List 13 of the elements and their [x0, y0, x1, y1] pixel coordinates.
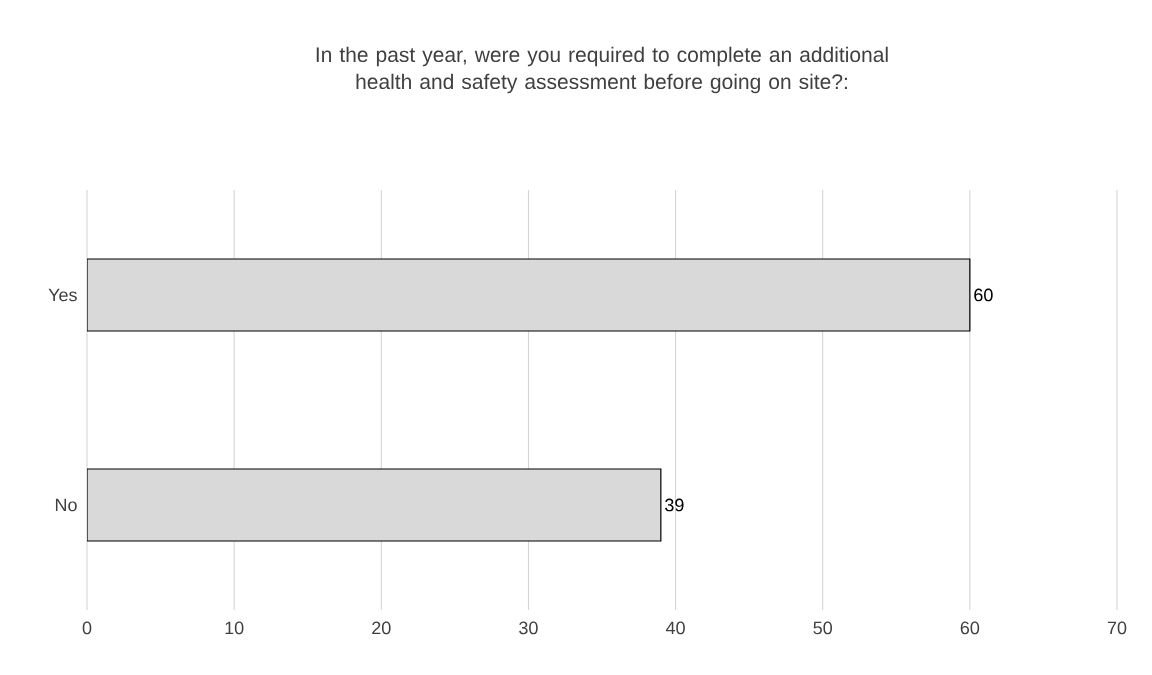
chart-title: In the past year, were you required to complete an additional health and safety assessment before going on site?:: [316, 46, 888, 94]
y-tick-label: Yes: [48, 288, 77, 302]
data-label: 39: [665, 498, 684, 512]
data-label: 60: [974, 288, 993, 302]
x-tick-label: 10: [225, 621, 244, 635]
x-tick-label: 50: [813, 621, 833, 635]
x-tick-label: 0: [82, 621, 92, 635]
x-tick-label: 40: [665, 621, 685, 635]
y-tick-label: No: [55, 498, 77, 512]
x-tick-label: 20: [372, 621, 391, 635]
x-tick-label: 60: [960, 621, 980, 635]
x-tick-label: 70: [1107, 621, 1127, 635]
x-tick-label: 30: [519, 621, 538, 635]
